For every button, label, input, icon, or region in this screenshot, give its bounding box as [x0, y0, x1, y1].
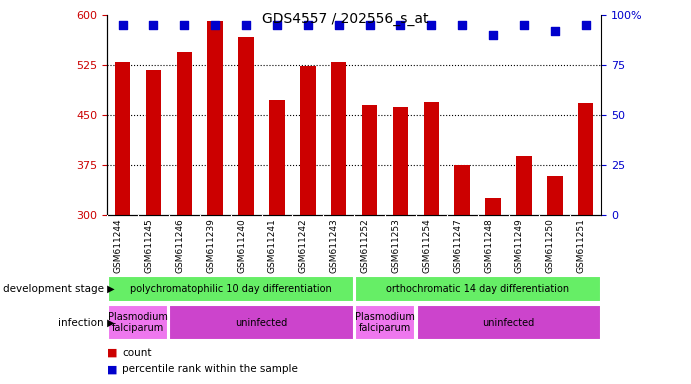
Text: percentile rank within the sample: percentile rank within the sample: [122, 364, 299, 374]
Text: development stage: development stage: [3, 284, 104, 294]
Bar: [578, 103, 594, 215]
Point: [272, 22, 283, 28]
Bar: [354, 305, 415, 340]
Text: GDS4557 / 202556_s_at: GDS4557 / 202556_s_at: [263, 12, 428, 25]
Text: GSM611250: GSM611250: [546, 218, 555, 273]
Text: GSM611246: GSM611246: [176, 218, 184, 273]
Bar: [485, 199, 501, 215]
Bar: [238, 37, 254, 215]
Bar: [108, 305, 168, 340]
Text: GSM611249: GSM611249: [515, 218, 524, 273]
Bar: [177, 52, 192, 215]
Point: [364, 22, 375, 28]
Point: [179, 22, 190, 28]
Bar: [269, 100, 285, 215]
Text: GSM611242: GSM611242: [299, 218, 307, 273]
Text: GSM611247: GSM611247: [453, 218, 462, 273]
Text: GSM611240: GSM611240: [237, 218, 246, 273]
Bar: [392, 107, 408, 215]
Text: GSM611253: GSM611253: [392, 218, 401, 273]
Point: [240, 22, 252, 28]
Text: GSM611254: GSM611254: [422, 218, 431, 273]
Text: ■: ■: [107, 364, 117, 374]
Bar: [354, 276, 600, 302]
Text: Plasmodium
falciparum: Plasmodium falciparum: [108, 312, 168, 333]
Text: GSM611241: GSM611241: [268, 218, 277, 273]
Text: count: count: [122, 348, 152, 358]
Text: GSM611251: GSM611251: [577, 218, 586, 273]
Text: GSM611243: GSM611243: [330, 218, 339, 273]
Text: Plasmodium
falciparum: Plasmodium falciparum: [355, 312, 415, 333]
Text: ▶: ▶: [104, 318, 114, 328]
Text: uninfected: uninfected: [482, 318, 535, 328]
Text: GSM611239: GSM611239: [206, 218, 215, 273]
Bar: [516, 156, 531, 215]
Point: [333, 22, 344, 28]
Text: ▶: ▶: [104, 284, 114, 294]
Bar: [362, 105, 377, 215]
Text: GSM611245: GSM611245: [144, 218, 153, 273]
Point: [148, 22, 159, 28]
Point: [395, 22, 406, 28]
Point: [549, 28, 560, 35]
Point: [457, 22, 468, 28]
Bar: [300, 66, 316, 215]
Text: uninfected: uninfected: [236, 318, 287, 328]
Text: GSM611248: GSM611248: [484, 218, 493, 273]
Bar: [207, 21, 223, 215]
Point: [488, 32, 499, 38]
Text: polychromatophilic 10 day differentiation: polychromatophilic 10 day differentiatio…: [130, 284, 332, 294]
Text: GSM611252: GSM611252: [361, 218, 370, 273]
Point: [209, 22, 220, 28]
Point: [302, 22, 313, 28]
Text: ■: ■: [107, 348, 117, 358]
Point: [117, 22, 128, 28]
Bar: [146, 70, 161, 215]
Bar: [331, 62, 346, 215]
Bar: [547, 176, 562, 215]
Point: [580, 22, 591, 28]
Bar: [417, 305, 600, 340]
Bar: [115, 62, 131, 215]
Bar: [424, 102, 439, 215]
Text: orthochromatic 14 day differentiation: orthochromatic 14 day differentiation: [386, 284, 569, 294]
Text: infection: infection: [58, 318, 104, 328]
Bar: [169, 305, 354, 340]
Bar: [455, 165, 470, 215]
Point: [518, 22, 529, 28]
Text: GSM611244: GSM611244: [113, 218, 122, 273]
Point: [426, 22, 437, 28]
Bar: [108, 276, 354, 302]
